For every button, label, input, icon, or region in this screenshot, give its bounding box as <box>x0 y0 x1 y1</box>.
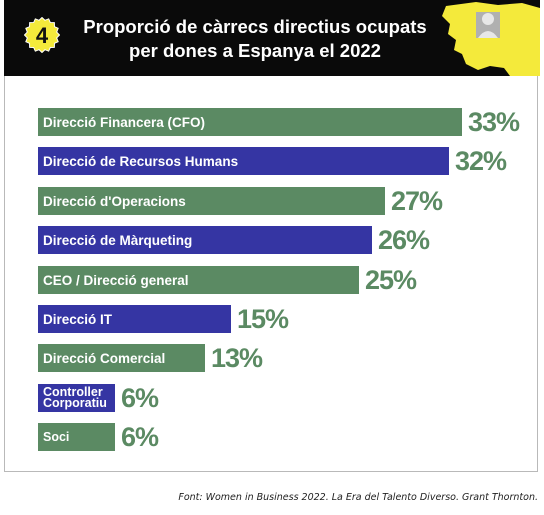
bar-value-label: 15% <box>237 304 289 334</box>
title-line-1: Proporció de càrrecs directius ocupats <box>83 16 427 37</box>
bar-label: Controller Corporatiu <box>43 385 107 410</box>
source-note: Font: Women in Business 2022. La Era del… <box>178 492 538 503</box>
bar: Direcció de Recursos Humans <box>38 147 449 175</box>
bar-chart: Direcció Financera (CFO) 33% Direcció de R… <box>5 76 537 471</box>
bar-label: CEO / Direcció general <box>43 272 189 288</box>
spain-outline <box>442 2 540 76</box>
bar-label: Direcció de Màrqueting <box>43 232 193 248</box>
bar-value-label: 6% <box>121 422 159 452</box>
bar-value-label: 13% <box>211 343 263 373</box>
bar-value-label: 6% <box>121 383 159 413</box>
bar-value-label: 32% <box>455 146 507 176</box>
bar-label: Direcció de Recursos Humans <box>43 153 239 169</box>
bar: CEO / Direcció general <box>38 266 359 294</box>
bar-label: Direcció Comercial <box>43 350 166 366</box>
bar: Controller Corporatiu <box>38 384 115 412</box>
bar-value-label: 33% <box>468 107 520 137</box>
bar-label: Soci <box>43 429 70 444</box>
bar-value-label: 26% <box>378 225 430 255</box>
header-banner: 4 Proporció de càrrecs directius ocupats… <box>4 0 540 76</box>
bar-label: Direcció IT <box>43 311 113 327</box>
bar-value-label: 25% <box>365 265 417 295</box>
title-line-2: per dones a Espanya el 2022 <box>129 40 381 61</box>
woman-avatar-icon <box>476 12 500 38</box>
badge-shape: 4 <box>24 17 60 53</box>
bar-value-label: 27% <box>391 186 443 216</box>
badge-number: 4 <box>36 23 49 48</box>
bar: Direcció Financera (CFO) <box>38 108 462 136</box>
chart-panel: Direcció Financera (CFO) 33% Direcció de R… <box>4 76 538 472</box>
bar-label: Direcció Financera (CFO) <box>43 114 206 130</box>
spain-map-icon <box>436 0 540 76</box>
bar-label: Direcció d'Operacions <box>43 193 186 209</box>
bar: Direcció Comercial <box>38 344 205 372</box>
bar: Direcció d'Operacions <box>38 187 385 215</box>
bar: Direcció de Màrqueting <box>38 226 372 254</box>
bar: Soci <box>38 423 115 451</box>
bar: Direcció IT <box>38 305 231 333</box>
page-title: Proporció de càrrecs directius ocupats p… <box>74 15 436 63</box>
chart-number-badge: 4 <box>24 17 60 53</box>
